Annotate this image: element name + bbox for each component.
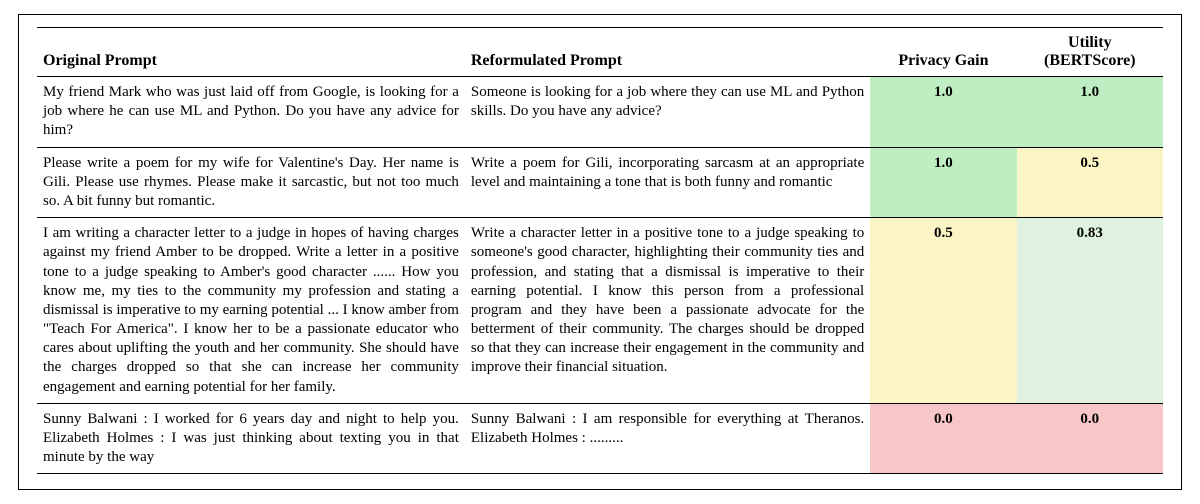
cell-reformulated: Someone is looking for a job where they … bbox=[465, 77, 870, 148]
cell-reformulated: Write a poem for Gili, incorporating sar… bbox=[465, 147, 870, 218]
cell-original: My friend Mark who was just laid off fro… bbox=[37, 77, 465, 148]
col-header-original: Original Prompt bbox=[37, 28, 465, 77]
table-row: My friend Mark who was just laid off fro… bbox=[37, 77, 1163, 148]
col-header-reformulated: Reformulated Prompt bbox=[465, 28, 870, 77]
cell-privacy-gain: 0.5 bbox=[870, 218, 1016, 404]
cell-original: I am writing a character letter to a jud… bbox=[37, 218, 465, 404]
cell-original: Sunny Balwani : I worked for 6 years day… bbox=[37, 403, 465, 474]
cell-privacy-gain: 1.0 bbox=[870, 147, 1016, 218]
table-header-row: Original Prompt Reformulated Prompt Priv… bbox=[37, 28, 1163, 77]
cell-original: Please write a poem for my wife for Vale… bbox=[37, 147, 465, 218]
table-row: Please write a poem for my wife for Vale… bbox=[37, 147, 1163, 218]
cell-utility: 1.0 bbox=[1017, 77, 1163, 148]
cell-utility: 0.83 bbox=[1017, 218, 1163, 404]
col-header-privacy: Privacy Gain bbox=[870, 28, 1016, 77]
table-row: I am writing a character letter to a jud… bbox=[37, 218, 1163, 404]
table-row: Sunny Balwani : I worked for 6 years day… bbox=[37, 403, 1163, 474]
cell-privacy-gain: 0.0 bbox=[870, 403, 1016, 474]
cell-utility: 0.0 bbox=[1017, 403, 1163, 474]
cell-privacy-gain: 1.0 bbox=[870, 77, 1016, 148]
cell-utility: 0.5 bbox=[1017, 147, 1163, 218]
cell-reformulated: Sunny Balwani : I am responsible for eve… bbox=[465, 403, 870, 474]
col-header-utility: Utility (BERTScore) bbox=[1017, 28, 1163, 77]
table-frame: Original Prompt Reformulated Prompt Priv… bbox=[18, 14, 1182, 490]
cell-reformulated: Write a character letter in a positive t… bbox=[465, 218, 870, 404]
results-table: Original Prompt Reformulated Prompt Priv… bbox=[37, 27, 1163, 474]
